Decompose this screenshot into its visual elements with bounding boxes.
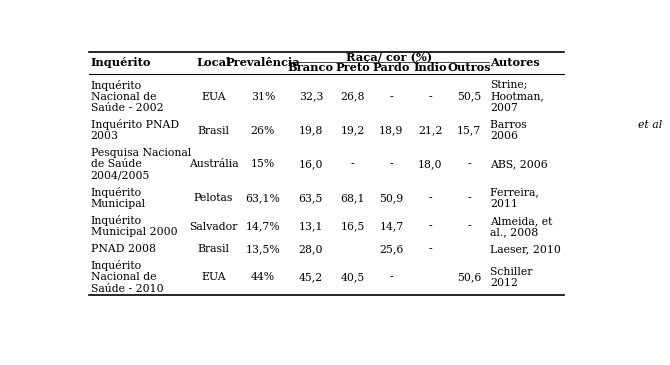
Text: 45,2: 45,2 bbox=[299, 272, 323, 282]
Text: 26,8: 26,8 bbox=[340, 92, 364, 101]
Text: Salvador: Salvador bbox=[190, 222, 238, 231]
Text: 18,0: 18,0 bbox=[418, 160, 443, 169]
Text: -: - bbox=[468, 160, 471, 169]
Text: EUA: EUA bbox=[201, 92, 226, 101]
Text: Pelotas: Pelotas bbox=[194, 193, 233, 203]
Text: 14,7: 14,7 bbox=[379, 222, 403, 231]
Text: Índio: Índio bbox=[413, 62, 447, 73]
Text: Municipal: Municipal bbox=[90, 199, 145, 209]
Text: Inquérito: Inquérito bbox=[90, 260, 141, 271]
Text: Saúde - 2010: Saúde - 2010 bbox=[90, 284, 163, 293]
Text: -: - bbox=[389, 272, 393, 282]
Text: 19,2: 19,2 bbox=[340, 126, 364, 135]
Text: Brasil: Brasil bbox=[198, 244, 230, 254]
Text: Raça/ cor (%): Raça/ cor (%) bbox=[346, 51, 432, 62]
Text: Schiller: Schiller bbox=[490, 266, 536, 277]
Text: 2003: 2003 bbox=[90, 131, 119, 141]
Text: 13,1: 13,1 bbox=[299, 222, 323, 231]
Text: 25,6: 25,6 bbox=[379, 244, 403, 254]
Text: 50,5: 50,5 bbox=[457, 92, 482, 101]
Text: Branco: Branco bbox=[288, 62, 334, 73]
Text: 50,6: 50,6 bbox=[457, 272, 482, 282]
Text: 14,7%: 14,7% bbox=[246, 222, 280, 231]
Text: 21,2: 21,2 bbox=[418, 126, 443, 135]
Text: EUA: EUA bbox=[201, 272, 226, 282]
Text: -: - bbox=[429, 222, 432, 231]
Text: Laeser, 2010: Laeser, 2010 bbox=[490, 244, 561, 254]
Text: de Saúde: de Saúde bbox=[90, 160, 141, 169]
Text: Inquérito: Inquérito bbox=[90, 57, 151, 68]
Text: 68,1: 68,1 bbox=[340, 193, 364, 203]
Text: Municipal 2000: Municipal 2000 bbox=[90, 227, 177, 237]
Text: 31%: 31% bbox=[251, 92, 275, 101]
Text: 2004/2005: 2004/2005 bbox=[90, 171, 150, 181]
Text: 2012: 2012 bbox=[490, 278, 519, 288]
Text: -: - bbox=[350, 160, 354, 169]
Text: -: - bbox=[429, 193, 432, 203]
Text: -: - bbox=[389, 92, 393, 101]
Text: Outros: Outros bbox=[448, 62, 491, 73]
Text: 50,9: 50,9 bbox=[379, 193, 403, 203]
Text: Ferreira,: Ferreira, bbox=[490, 188, 543, 197]
Text: Brasil: Brasil bbox=[198, 126, 230, 135]
Text: 63,1%: 63,1% bbox=[245, 193, 280, 203]
Text: Inquérito: Inquérito bbox=[90, 80, 141, 91]
Text: 2011: 2011 bbox=[490, 199, 519, 209]
Text: -: - bbox=[468, 193, 471, 203]
Text: 15,7: 15,7 bbox=[457, 126, 482, 135]
Text: Strine;: Strine; bbox=[490, 80, 528, 90]
Text: Hootman,: Hootman, bbox=[490, 92, 544, 101]
Text: et al: et al bbox=[638, 120, 662, 130]
Text: 16,5: 16,5 bbox=[340, 222, 364, 231]
Text: -: - bbox=[468, 222, 471, 231]
Text: Autores: Autores bbox=[490, 57, 540, 68]
Text: 32,3: 32,3 bbox=[299, 92, 323, 101]
Text: 26%: 26% bbox=[251, 126, 275, 135]
Text: 19,8: 19,8 bbox=[299, 126, 323, 135]
Text: PNAD 2008: PNAD 2008 bbox=[90, 244, 155, 254]
Text: Almeida, et: Almeida, et bbox=[490, 216, 553, 226]
Text: ABS, 2006: ABS, 2006 bbox=[490, 160, 548, 169]
Text: Saúde - 2002: Saúde - 2002 bbox=[90, 103, 163, 113]
Text: Nacional de: Nacional de bbox=[90, 92, 156, 101]
Text: Preto: Preto bbox=[335, 62, 370, 73]
Text: -: - bbox=[429, 244, 432, 254]
Text: Barros: Barros bbox=[490, 120, 531, 130]
Text: 2006: 2006 bbox=[490, 131, 519, 141]
Text: Austrália: Austrália bbox=[189, 160, 239, 169]
Text: 18,9: 18,9 bbox=[379, 126, 403, 135]
Text: 44%: 44% bbox=[251, 272, 275, 282]
Text: 15%: 15% bbox=[251, 160, 275, 169]
Text: Inquérito PNAD: Inquérito PNAD bbox=[90, 119, 179, 130]
Text: 63,5: 63,5 bbox=[299, 193, 323, 203]
Text: 16,0: 16,0 bbox=[299, 160, 323, 169]
Text: 13,5%: 13,5% bbox=[245, 244, 280, 254]
Text: Prevalência: Prevalência bbox=[226, 57, 300, 68]
Text: Inquérito: Inquérito bbox=[90, 215, 141, 226]
Text: Nacional de: Nacional de bbox=[90, 272, 156, 282]
Text: -: - bbox=[429, 92, 432, 101]
Text: 40,5: 40,5 bbox=[340, 272, 364, 282]
Text: Pardo: Pardo bbox=[373, 62, 410, 73]
Text: Local: Local bbox=[196, 57, 230, 68]
Text: -: - bbox=[389, 160, 393, 169]
Text: 28,0: 28,0 bbox=[299, 244, 323, 254]
Text: Pesquisa Nacional: Pesquisa Nacional bbox=[90, 148, 191, 158]
Text: 2007: 2007 bbox=[490, 103, 518, 113]
Text: al., 2008: al., 2008 bbox=[490, 227, 539, 237]
Text: Inquérito: Inquérito bbox=[90, 187, 141, 198]
